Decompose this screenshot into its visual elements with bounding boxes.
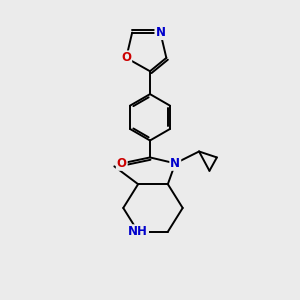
Text: N: N <box>170 157 180 170</box>
Text: NH: NH <box>128 225 148 238</box>
Text: N: N <box>155 26 165 39</box>
Text: O: O <box>117 157 127 170</box>
Text: O: O <box>121 51 131 64</box>
